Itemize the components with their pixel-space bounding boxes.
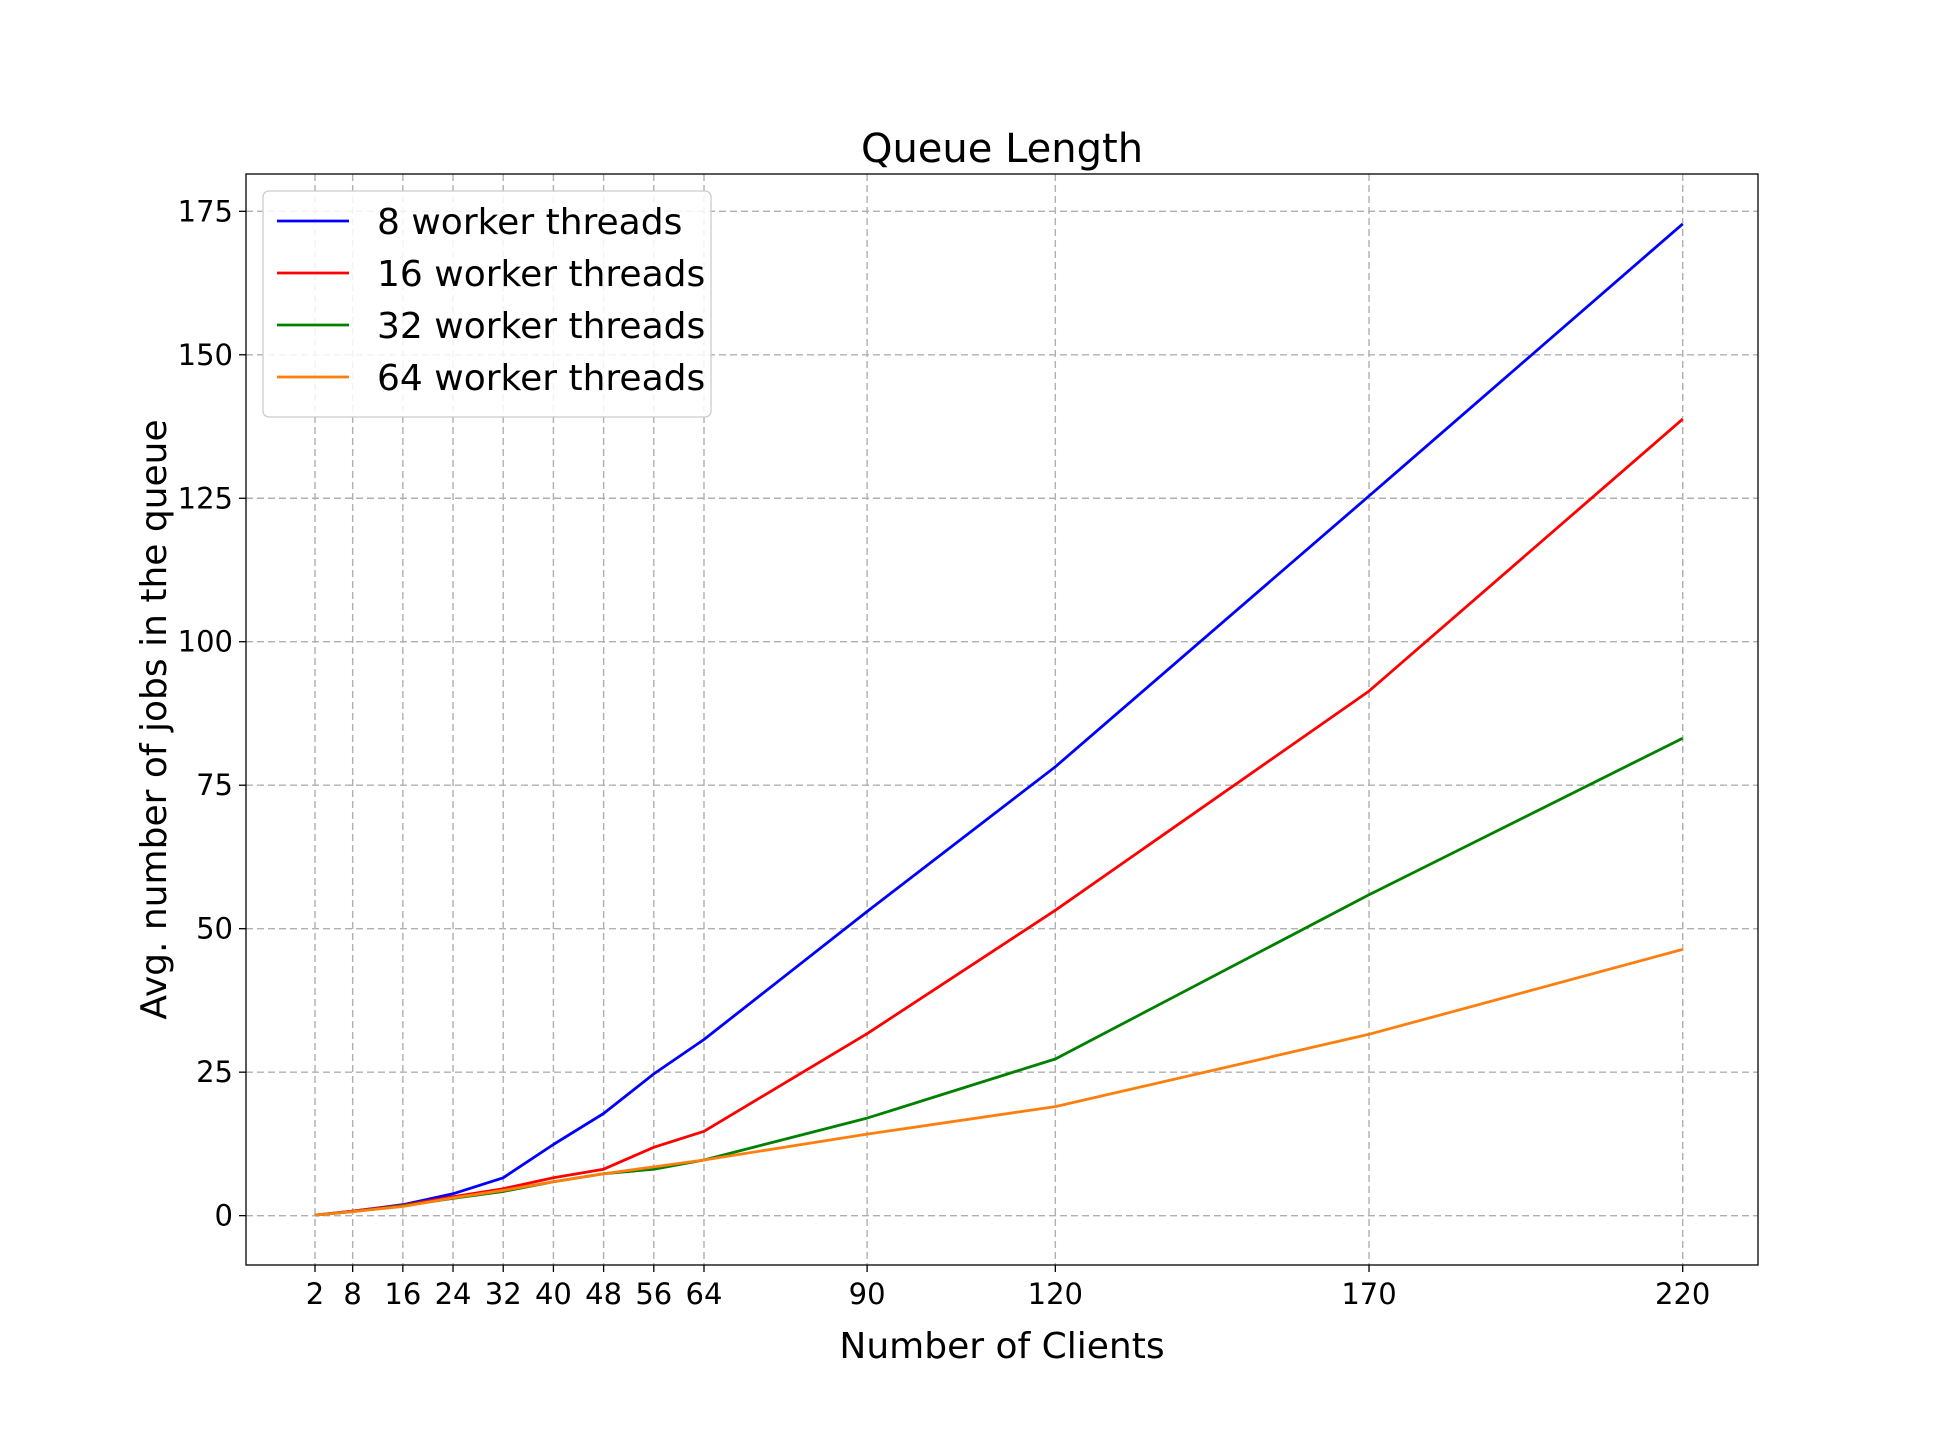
x-tick-label: 2 [306,1277,324,1311]
y-tick-label: 50 [196,912,233,946]
x-axis-label: Number of Clients [839,1326,1164,1367]
legend-label: 64 worker threads [377,358,705,399]
x-tick-label: 40 [535,1277,572,1311]
series-line-2 [314,418,1684,1217]
y-tick-label: 175 [178,194,233,228]
x-tick-label: 48 [585,1277,622,1311]
x-tick-label: 170 [1341,1277,1396,1311]
y-tick-label: 0 [215,1199,233,1233]
legend: 8 worker threads 16 worker threads 32 work… [262,190,712,418]
y-tick-label: 150 [178,338,233,372]
legend-label: 32 worker threads [377,306,705,347]
chart-title: Queue Length [861,126,1143,172]
x-tick-label: 24 [435,1277,472,1311]
series-line-4 [314,948,1684,1217]
y-tick-label: 100 [178,625,233,659]
axis-ticks: 2 8 16 24 32 40 48 56 64 90 120 170 220 0 25 50 75 100 125… [178,194,1711,1311]
x-tick-label: 90 [849,1277,886,1311]
y-tick-label: 125 [178,481,233,515]
legend-box [262,190,712,418]
y-tick-label: 25 [196,1055,233,1089]
legend-label: 16 worker threads [377,254,705,295]
x-tick-label: 32 [485,1277,522,1311]
legend-label: 8 worker threads [377,202,682,243]
y-tick-label: 75 [196,768,233,802]
x-tick-label: 120 [1028,1277,1083,1311]
x-tick-label: 8 [343,1277,361,1311]
series-lines [314,222,1684,1217]
x-tick-label: 64 [686,1277,723,1311]
y-axis-label: Avg. number of jobs in the queue [134,419,175,1019]
x-tick-label: 56 [635,1277,672,1311]
x-tick-label: 16 [384,1277,421,1311]
plot-area-frame [245,173,1759,1266]
x-tick-label: 220 [1655,1277,1710,1311]
